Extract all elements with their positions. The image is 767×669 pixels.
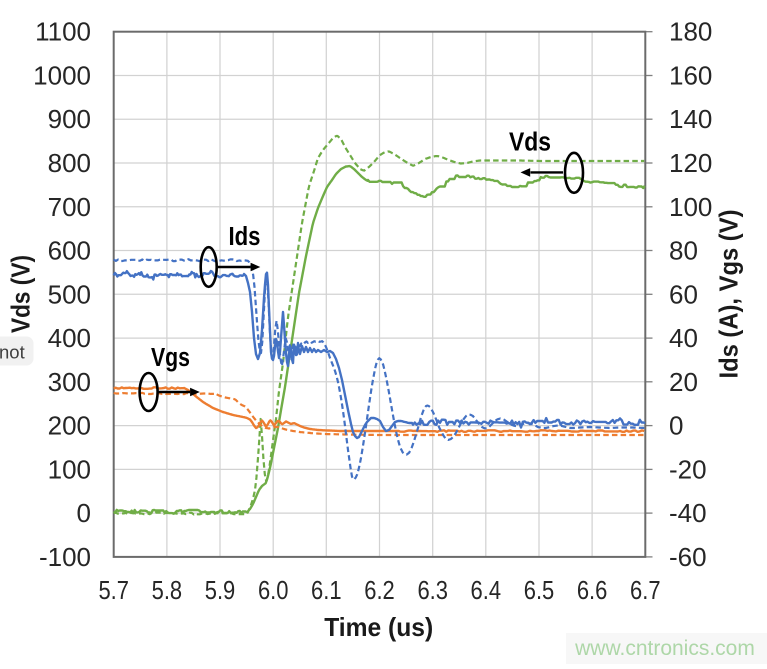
- svg-text:6.7: 6.7: [630, 575, 661, 605]
- svg-text:5.7: 5.7: [98, 575, 129, 605]
- svg-text:Vds: Vds: [509, 129, 551, 157]
- svg-text:0: 0: [77, 498, 91, 528]
- svg-text:-100: -100: [39, 542, 91, 572]
- svg-text:100: 100: [48, 454, 91, 484]
- svg-text:800: 800: [48, 148, 91, 178]
- svg-text:100: 100: [669, 192, 712, 222]
- svg-text:400: 400: [48, 323, 91, 353]
- svg-text:180: 180: [669, 17, 712, 47]
- svg-text:6.2: 6.2: [364, 575, 395, 605]
- svg-text:20: 20: [669, 367, 698, 397]
- svg-text:0: 0: [669, 411, 683, 441]
- svg-text:Vds (V): Vds (V): [6, 255, 36, 333]
- svg-text:Vgs: Vgs: [151, 344, 190, 372]
- svg-text:700: 700: [48, 192, 91, 222]
- svg-text:5.8: 5.8: [152, 575, 183, 605]
- svg-text:6.4: 6.4: [471, 575, 502, 605]
- svg-text:120: 120: [669, 148, 712, 178]
- svg-text:Ids: Ids: [229, 223, 261, 251]
- svg-text:160: 160: [669, 61, 712, 91]
- svg-text:6.0: 6.0: [258, 575, 289, 605]
- svg-text:-60: -60: [669, 542, 707, 572]
- svg-text:300: 300: [48, 367, 91, 397]
- svg-text:80: 80: [669, 236, 698, 266]
- svg-text:200: 200: [48, 411, 91, 441]
- svg-text:6.1: 6.1: [311, 575, 342, 605]
- svg-text:600: 600: [48, 236, 91, 266]
- svg-text:www.cntronics.com: www.cntronics.com: [574, 637, 755, 660]
- svg-text:not: not: [0, 342, 25, 363]
- svg-text:900: 900: [48, 104, 91, 134]
- svg-text:140: 140: [669, 104, 712, 134]
- svg-text:5.9: 5.9: [205, 575, 236, 605]
- svg-text:60: 60: [669, 279, 698, 309]
- svg-text:6.3: 6.3: [417, 575, 448, 605]
- svg-text:-40: -40: [669, 498, 707, 528]
- svg-text:-20: -20: [669, 454, 707, 484]
- svg-text:500: 500: [48, 279, 91, 309]
- svg-text:1000: 1000: [33, 61, 91, 91]
- svg-text:Time (us): Time (us): [324, 612, 433, 642]
- svg-text:6.6: 6.6: [577, 575, 608, 605]
- svg-text:1100: 1100: [35, 17, 91, 47]
- svg-text:40: 40: [669, 323, 698, 353]
- svg-text:Ids (A), Vgs (V): Ids (A), Vgs (V): [714, 210, 744, 379]
- svg-text:6.5: 6.5: [524, 575, 555, 605]
